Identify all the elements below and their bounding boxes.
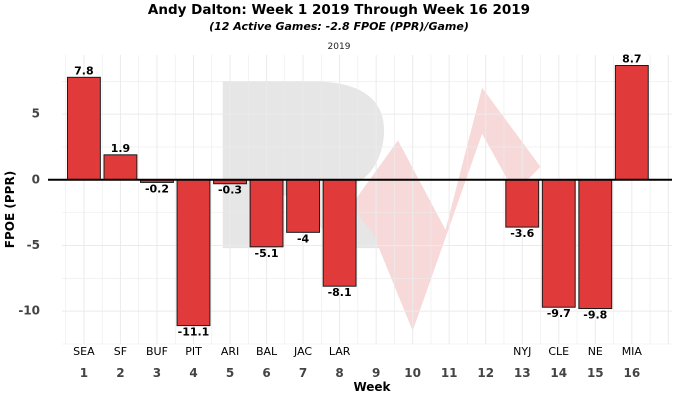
value-label: 7.8 bbox=[74, 64, 94, 77]
value-label: -9.7 bbox=[547, 307, 571, 320]
x-tick-label: 11 bbox=[441, 366, 458, 380]
value-label: -5.1 bbox=[255, 247, 279, 260]
y-tick-label: 0 bbox=[32, 172, 40, 186]
chart-title: Andy Dalton: Week 1 2019 Through Week 16… bbox=[147, 2, 531, 18]
x-tick-label: 12 bbox=[477, 366, 494, 380]
bar-week-1 bbox=[66, 76, 101, 181]
bars bbox=[66, 65, 649, 327]
x-tick-label: 4 bbox=[189, 366, 197, 380]
y-tick-label: -10 bbox=[18, 304, 40, 318]
team-label: BUF bbox=[146, 345, 168, 358]
y-axis-title: FPOE (PPR) bbox=[3, 171, 17, 248]
value-label: -11.1 bbox=[178, 326, 210, 339]
team-label: PIT bbox=[185, 345, 202, 358]
x-tick-label: 7 bbox=[299, 366, 307, 380]
x-tick-label: 6 bbox=[262, 366, 270, 380]
bar-week-7 bbox=[286, 179, 321, 233]
x-tick-label: 8 bbox=[335, 366, 343, 380]
team-label: MIA bbox=[622, 345, 643, 358]
value-label: -0.2 bbox=[145, 182, 169, 195]
bar-week-14 bbox=[541, 179, 576, 308]
value-label: -9.8 bbox=[583, 309, 607, 322]
team-label: LAR bbox=[329, 345, 351, 358]
bar-week-6 bbox=[249, 179, 284, 248]
bar-week-15 bbox=[578, 179, 613, 310]
watermark-letter-v bbox=[350, 87, 541, 331]
x-tick-label: 14 bbox=[550, 366, 567, 380]
bar-week-8 bbox=[322, 179, 357, 287]
value-label: -0.3 bbox=[218, 184, 242, 197]
x-tick-label: 2 bbox=[116, 366, 124, 380]
value-label: -3.6 bbox=[510, 227, 534, 240]
axes: 5 0 -5 -10 SEA 1 SF 2 BUF 3 PIT 4 ARI 5 BAL 6 JAC 7 LAR 8 9 1… bbox=[3, 107, 672, 394]
x-tick-label: 10 bbox=[404, 366, 421, 380]
bar-week-4 bbox=[176, 179, 211, 327]
value-label: -4 bbox=[297, 232, 310, 245]
x-tick-label: 1 bbox=[80, 366, 88, 380]
bar-week-2 bbox=[103, 154, 138, 181]
y-tick-label: -5 bbox=[27, 238, 40, 252]
y-tick-label: 5 bbox=[32, 107, 40, 121]
x-tick-label: 16 bbox=[623, 366, 640, 380]
team-label: NE bbox=[588, 345, 603, 358]
team-label: BAL bbox=[256, 345, 278, 358]
team-label: CLE bbox=[548, 345, 569, 358]
x-tick-label: 15 bbox=[587, 366, 604, 380]
value-label: 8.7 bbox=[622, 53, 642, 66]
team-label: JAC bbox=[293, 345, 312, 358]
x-tick-label: 9 bbox=[372, 366, 380, 380]
team-label: SF bbox=[114, 345, 127, 358]
x-tick-label: 3 bbox=[153, 366, 161, 380]
x-tick-label: 5 bbox=[226, 366, 234, 380]
team-label: NYJ bbox=[513, 345, 531, 358]
team-label: ARI bbox=[221, 345, 239, 358]
team-label: SEA bbox=[73, 345, 95, 358]
bar-week-16 bbox=[614, 65, 649, 181]
value-labels: 7.8 1.9 -0.2 -11.1 -0.3 -5.1 -4 -8.1 -3.6 -9.7 -9.… bbox=[74, 53, 641, 339]
x-axis-title: Week bbox=[353, 380, 391, 394]
x-tick-label: 13 bbox=[514, 366, 531, 380]
bar-week-13 bbox=[505, 179, 540, 228]
value-label: -8.1 bbox=[328, 286, 352, 299]
chart-subtitle: (12 Active Games: -2.8 FPOE (PPR)/Game) bbox=[209, 20, 469, 33]
chart-caption: 2019 bbox=[327, 42, 351, 52]
value-label: 1.9 bbox=[111, 142, 131, 155]
